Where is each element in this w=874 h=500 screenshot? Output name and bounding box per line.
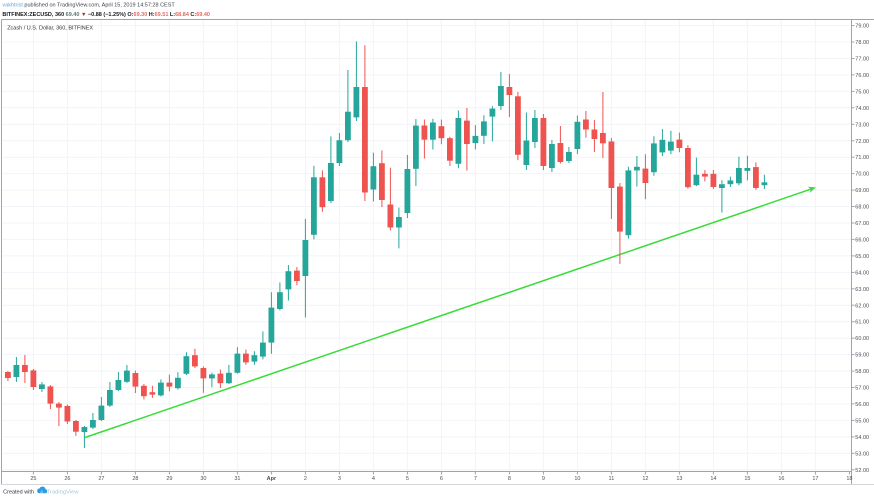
svg-text:74.00: 74.00 [855, 106, 869, 112]
svg-text:17: 17 [812, 476, 818, 482]
svg-text:68.00: 68.00 [855, 205, 869, 211]
svg-text:7: 7 [474, 476, 477, 482]
svg-text:67.00: 67.00 [855, 221, 869, 227]
svg-text:TradingView: TradingView [47, 489, 80, 495]
svg-text:2: 2 [304, 476, 307, 482]
svg-text:61.00: 61.00 [855, 320, 869, 326]
svg-text:3: 3 [338, 476, 341, 482]
svg-text:73.00: 73.00 [855, 122, 869, 128]
svg-text:78.00: 78.00 [855, 40, 869, 46]
svg-text:29: 29 [166, 476, 172, 482]
svg-text:53.00: 53.00 [855, 451, 869, 457]
svg-text:6: 6 [440, 476, 443, 482]
svg-text:75.00: 75.00 [855, 89, 869, 95]
svg-text:27: 27 [98, 476, 104, 482]
svg-text:59.00: 59.00 [855, 353, 869, 359]
svg-text:64.00: 64.00 [855, 270, 869, 276]
svg-text:28: 28 [132, 476, 138, 482]
svg-text:65.00: 65.00 [855, 254, 869, 260]
svg-text:BITFINEX:ZECUSD, 360 69.40 ▼ −: BITFINEX:ZECUSD, 360 69.40 ▼ −0.88 (−1.2… [2, 12, 210, 18]
svg-text:58.00: 58.00 [855, 369, 869, 375]
svg-text:Zcash / U.S. Dollar, 360, BITF: Zcash / U.S. Dollar, 360, BITFINEX [7, 26, 93, 32]
svg-text:79.00: 79.00 [855, 24, 869, 30]
svg-text:62.00: 62.00 [855, 303, 869, 309]
svg-text:31: 31 [234, 476, 240, 482]
svg-text:5: 5 [406, 476, 409, 482]
svg-text:15: 15 [744, 476, 750, 482]
svg-text:Created with: Created with [3, 489, 34, 495]
svg-text:vakhtrist published on Trading: vakhtrist published on TradingView.com, … [2, 2, 175, 8]
svg-text:70.00: 70.00 [855, 172, 869, 178]
svg-text:54.00: 54.00 [855, 435, 869, 441]
svg-text:66.00: 66.00 [855, 237, 869, 243]
svg-text:13: 13 [676, 476, 682, 482]
svg-text:69.00: 69.00 [855, 188, 869, 194]
svg-text:60.00: 60.00 [855, 336, 869, 342]
svg-text:77.00: 77.00 [855, 57, 869, 63]
svg-text:12: 12 [642, 476, 648, 482]
svg-text:30: 30 [200, 476, 206, 482]
svg-text:57.00: 57.00 [855, 386, 869, 392]
svg-text:11: 11 [609, 476, 615, 482]
svg-text:56.00: 56.00 [855, 402, 869, 408]
svg-text:26: 26 [64, 476, 70, 482]
svg-text:4: 4 [372, 476, 375, 482]
svg-text:76.00: 76.00 [855, 73, 869, 79]
svg-text:55.00: 55.00 [855, 418, 869, 424]
svg-text:72.00: 72.00 [855, 139, 869, 145]
svg-text:14: 14 [710, 476, 716, 482]
svg-text:25: 25 [30, 476, 36, 482]
svg-text:63.00: 63.00 [855, 287, 869, 293]
svg-text:10: 10 [574, 476, 580, 482]
svg-text:8: 8 [508, 476, 511, 482]
svg-text:18: 18 [846, 476, 852, 482]
svg-text:Apr: Apr [267, 476, 277, 482]
svg-text:52.00: 52.00 [855, 468, 869, 474]
svg-text:9: 9 [542, 476, 545, 482]
svg-text:71.00: 71.00 [855, 155, 869, 161]
svg-text:16: 16 [778, 476, 784, 482]
